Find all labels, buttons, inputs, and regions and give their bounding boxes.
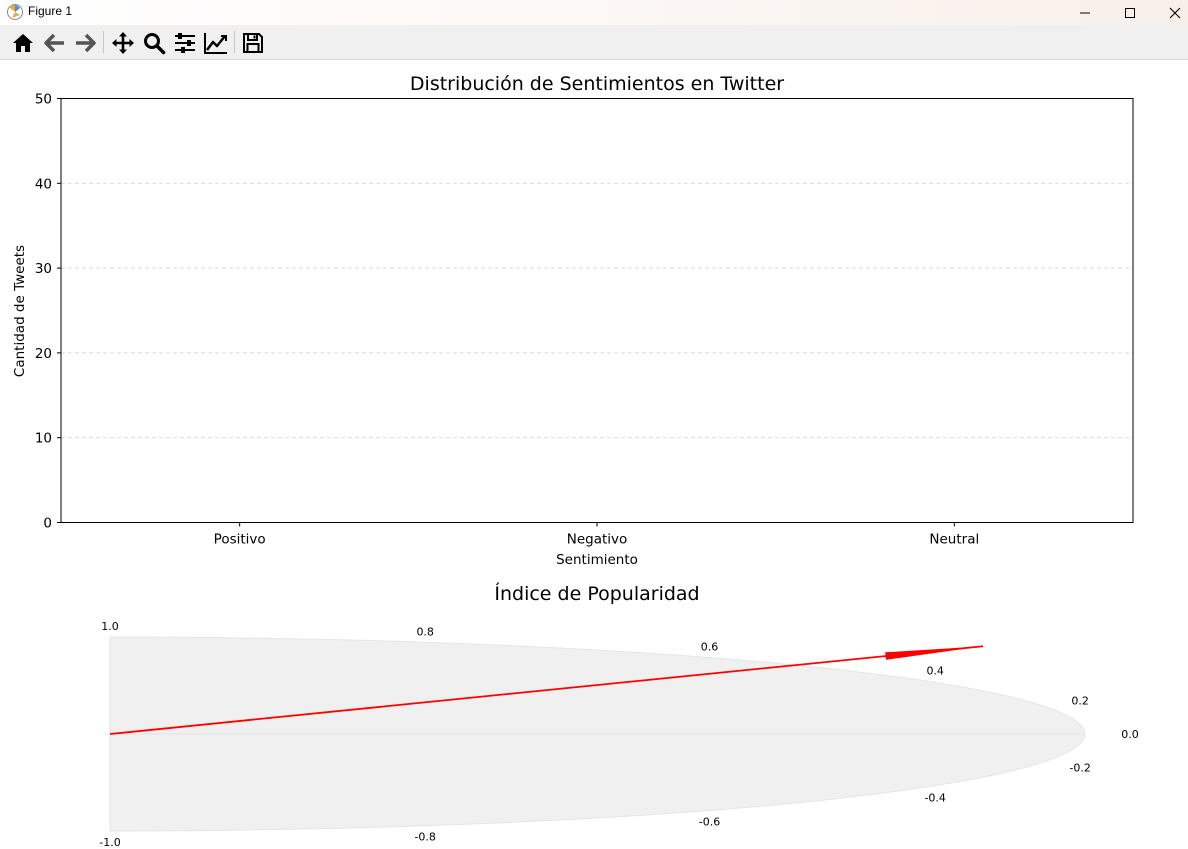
gauge-tick-label: -0.8 xyxy=(414,831,435,844)
y-gridlines xyxy=(61,182,1133,439)
home-icon xyxy=(13,34,33,52)
gauge-tick-label: -0.6 xyxy=(699,815,720,828)
floppy-disk-icon xyxy=(243,33,263,53)
gauge-tick-label: 1.0 xyxy=(101,620,119,633)
close-button[interactable] xyxy=(1152,0,1188,25)
arrow-right-icon xyxy=(76,33,96,53)
gauge-tick-label: 0.4 xyxy=(926,665,944,678)
zoom-button[interactable] xyxy=(141,30,167,56)
y-axis-label: Cantidad de Tweets xyxy=(12,245,28,377)
maximize-icon xyxy=(1125,7,1135,18)
save-button[interactable] xyxy=(240,30,266,56)
toolbar-separator xyxy=(103,31,104,53)
gauge-tick-label: -0.4 xyxy=(924,792,945,805)
gauge-tick-label: -0.2 xyxy=(1069,761,1090,774)
x-tick-label: Negativo xyxy=(567,532,628,548)
forward-button[interactable] xyxy=(72,30,98,56)
back-button[interactable] xyxy=(42,30,68,56)
gauge-tick-label: 0.6 xyxy=(701,641,719,654)
minimize-button[interactable] xyxy=(1062,0,1108,25)
matplotlib-logo-icon xyxy=(7,4,23,20)
gauge-needle xyxy=(109,645,984,735)
needle-shaft xyxy=(109,645,984,735)
x-tick-label: Neutral xyxy=(929,532,979,548)
configure-subplots-button[interactable] xyxy=(172,30,198,56)
arrow-left-icon xyxy=(44,33,64,53)
x-tick-label: Positivo xyxy=(214,532,266,548)
pan-button[interactable] xyxy=(110,30,136,56)
y-tick-label: 20 xyxy=(35,346,52,362)
gauge-tick-label: 0.8 xyxy=(416,625,434,638)
gauge-title: Índice de Popularidad xyxy=(494,582,699,605)
home-button[interactable] xyxy=(10,30,36,56)
line-chart-icon xyxy=(204,33,227,54)
y-tick-label: 30 xyxy=(35,261,52,277)
edit-axis-button[interactable] xyxy=(203,30,229,56)
gauge-chart: Índice de Popularidad 1.0 0.8 0.6 0.4 0.2 0.0… xyxy=(99,582,1138,849)
close-icon xyxy=(1169,7,1181,18)
x-axis-ticks: Positivo Negativo Neutral xyxy=(214,522,979,548)
y-tick-label: 0 xyxy=(43,516,52,532)
window-titlebar: Figure 1 xyxy=(0,0,1188,25)
window-title: Figure 1 xyxy=(28,4,73,18)
gauge-tick-labels: 1.0 0.8 0.6 0.4 0.2 0.0 -0.2 -0.4 -0.6 -0.8 -1.0 xyxy=(99,620,1138,849)
figure-canvas[interactable]: Distribución de Sentimientos en Twitter … xyxy=(0,60,1188,849)
y-tick-label: 40 xyxy=(35,176,52,192)
sliders-icon xyxy=(175,33,195,53)
x-axis-label: Sentimiento xyxy=(556,552,638,568)
magnifier-icon xyxy=(144,33,166,55)
minimize-icon xyxy=(1080,12,1090,13)
bar-chart-title: Distribución de Sentimientos en Twitter xyxy=(410,73,784,95)
y-tick-label: 10 xyxy=(35,431,52,447)
gauge-tick-label: 0.2 xyxy=(1071,695,1089,708)
needle-head xyxy=(885,646,984,660)
maximize-button[interactable] xyxy=(1107,0,1153,25)
gauge-tick-label: -1.0 xyxy=(99,836,120,849)
y-axis-ticks: 0 10 20 30 40 50 xyxy=(35,92,61,532)
move-icon xyxy=(112,32,134,54)
y-tick-label: 50 xyxy=(35,92,52,108)
bar-chart: Distribución de Sentimientos en Twitter … xyxy=(12,73,1134,568)
toolbar-separator xyxy=(234,31,235,53)
gauge-tick-label: 0.0 xyxy=(1121,728,1139,741)
navigation-toolbar xyxy=(0,25,1188,60)
plot-area-frame xyxy=(60,98,1134,523)
